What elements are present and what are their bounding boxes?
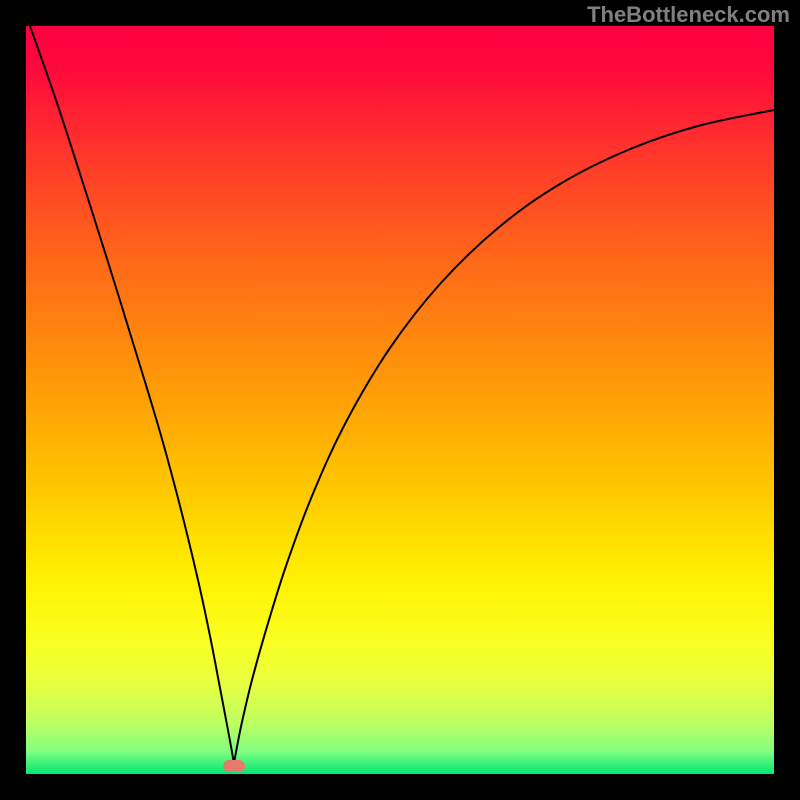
watermark-text: TheBottleneck.com	[587, 2, 790, 28]
plot-background	[26, 26, 774, 774]
chart-svg	[0, 0, 800, 800]
minimum-marker	[223, 760, 245, 772]
chart-container: TheBottleneck.com	[0, 0, 800, 800]
